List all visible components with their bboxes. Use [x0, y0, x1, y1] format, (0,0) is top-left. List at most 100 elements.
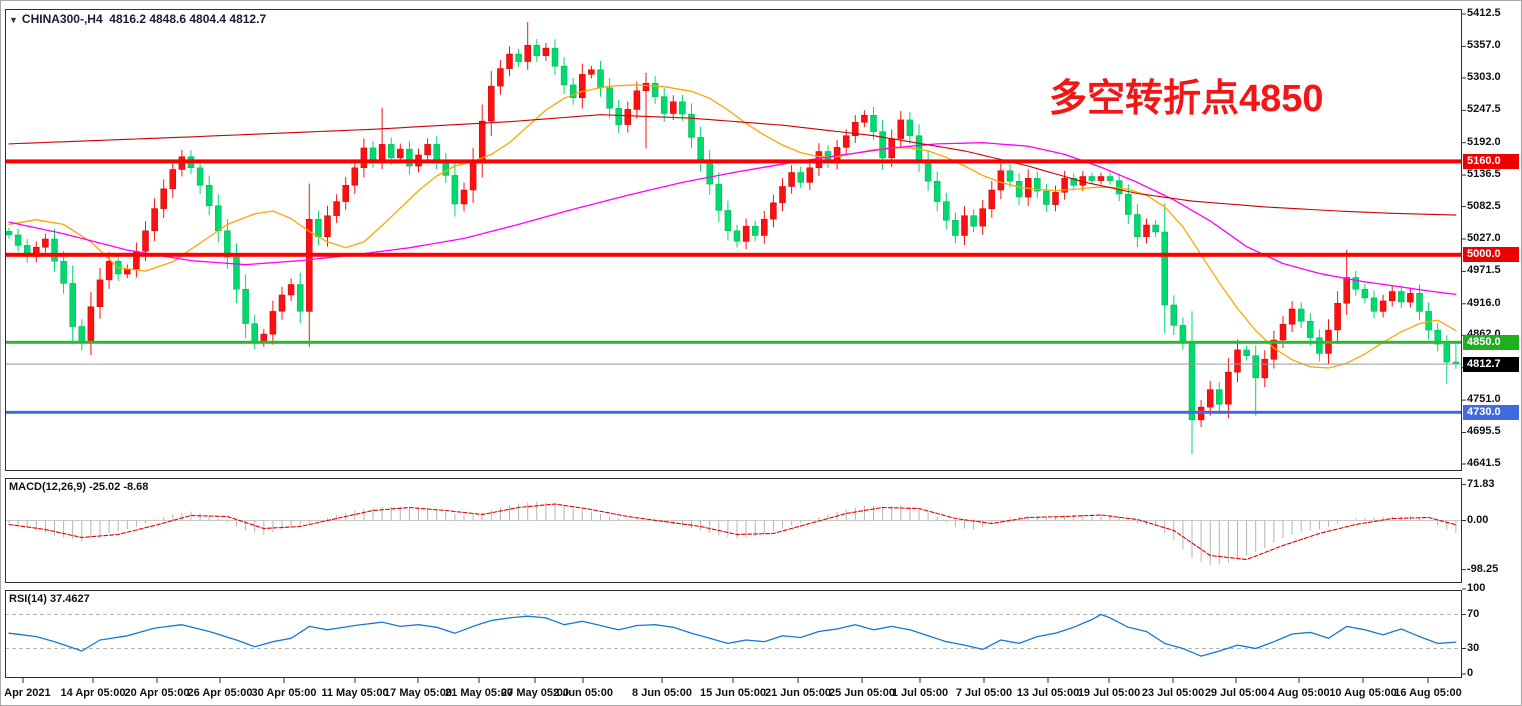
x-axis-label: 19 Jul 05:00 — [1077, 687, 1141, 699]
bear-candle — [970, 215, 977, 227]
bear-candle — [1216, 389, 1223, 405]
price-level-line-5000.0[interactable] — [5, 252, 1462, 257]
bull-candle — [842, 135, 850, 148]
bear-candle — [296, 284, 304, 312]
bull-candle — [988, 189, 996, 209]
rsi-indicator-label: RSI(14) 37.4627 — [9, 593, 90, 605]
bear-candle — [1125, 193, 1132, 215]
bear-candle — [1152, 224, 1159, 233]
ma-long-darkred — [8, 114, 1457, 216]
symbol-dropdown-icon[interactable]: ▼ — [9, 15, 18, 25]
bear-candle — [1070, 178, 1077, 186]
bull-candle — [160, 188, 167, 209]
pane-splitter[interactable] — [5, 583, 1462, 590]
bear-candle — [51, 238, 58, 262]
y-axis-label: 4641.5 — [1467, 457, 1501, 469]
price-level-line-4850.0[interactable] — [5, 340, 1462, 344]
y-axis-label: 4751.0 — [1467, 393, 1501, 406]
x-axis-label: 26 Apr 05:00 — [187, 687, 253, 699]
pane-splitter[interactable] — [5, 471, 1462, 478]
bull-candle — [524, 44, 531, 62]
bear-candle — [224, 230, 231, 258]
bull-candle — [1097, 176, 1105, 181]
bear-candle — [1106, 176, 1114, 181]
x-axis-label: 16 Aug 05:00 — [1394, 687, 1462, 699]
bull-candle — [670, 101, 677, 114]
bull-candle — [788, 172, 795, 187]
price-level-line-4730.0[interactable] — [5, 410, 1462, 414]
bear-candle — [706, 160, 713, 185]
bull-candle — [1279, 323, 1287, 341]
x-axis-label: 25 Jun 05:00 — [828, 687, 896, 699]
bull-candle — [997, 170, 1005, 191]
x-axis-label: 30 Apr 05:00 — [251, 687, 317, 699]
bull-candle — [633, 90, 641, 110]
bull-candle — [1379, 300, 1387, 312]
bear-candle — [1243, 349, 1250, 356]
price-level-line-5160.0[interactable] — [5, 159, 1462, 164]
y-axis-label: 5412.5 — [1467, 7, 1501, 19]
bear-candle — [515, 53, 522, 62]
bull-candle — [588, 69, 595, 75]
bear-candle — [924, 160, 932, 182]
bull-candle — [1061, 178, 1068, 193]
bull-candle — [624, 109, 632, 125]
bear-candle — [1088, 176, 1096, 181]
bear-candle — [315, 218, 322, 237]
symbol-name: CHINA300-,H4 — [21, 12, 103, 26]
bull-candle — [360, 147, 368, 168]
rsi-axis-label: 0 — [1467, 667, 1474, 679]
symbol-quotes: 4816.2 4848.6 4804.4 4812.7 — [109, 12, 267, 26]
y-axis-label: 4916.0 — [1467, 296, 1501, 309]
bear-candle — [1161, 231, 1168, 306]
macd-signal-line — [8, 503, 1457, 561]
x-axis-label: 27 May 05:00 — [501, 687, 569, 699]
bull-candle — [397, 148, 404, 159]
bear-candle — [233, 256, 240, 290]
bull-candle — [1343, 277, 1350, 304]
bear-candle — [1316, 337, 1323, 354]
rsi-line — [8, 613, 1457, 657]
bull-candle — [378, 144, 386, 161]
bear-candle — [1307, 321, 1314, 338]
x-axis-label: 15 Jun 05:00 — [699, 687, 767, 699]
bull-candle — [151, 208, 158, 232]
bull-candle — [542, 47, 550, 56]
bear-candle — [5, 231, 13, 236]
bear-candle — [933, 180, 941, 202]
macd-indicator-label: MACD(12,26,9) -25.02 -8.68 — [9, 481, 149, 493]
y-axis-label: 5357.0 — [1467, 39, 1501, 52]
x-axis-label: 11 May 05:00 — [321, 687, 389, 699]
bear-candle — [196, 167, 204, 186]
bear-candle — [597, 69, 604, 89]
bear-candle — [14, 234, 22, 246]
bull-candle — [861, 115, 868, 123]
y-axis-label: 5027.0 — [1467, 232, 1501, 244]
bear-candle — [1416, 293, 1423, 312]
bear-candle — [1252, 355, 1259, 379]
bear-candle — [1297, 308, 1305, 322]
x-axis-label: 13 Jul 05:00 — [1016, 687, 1080, 699]
bear-candle — [1134, 214, 1141, 237]
ma-slow-magenta — [8, 142, 1457, 296]
bull-candle — [642, 82, 650, 92]
bear-candle — [1398, 291, 1405, 303]
bull-candle — [333, 201, 340, 216]
x-axis-label: 21 May 05:00 — [445, 687, 513, 699]
rsi-axis-label: 70 — [1467, 607, 1480, 620]
symbol-header: ▼ CHINA300-,H4 4816.2 4848.6 4804.4 4812.… — [9, 12, 266, 26]
x-axis-label: 23 Jul 05:00 — [1141, 687, 1205, 699]
bull-candle — [324, 215, 331, 237]
price-level-line-4812.7[interactable] — [5, 363, 1462, 365]
bear-candle — [1443, 343, 1451, 363]
bear-candle — [688, 113, 695, 138]
bull-candle — [142, 230, 149, 252]
x-axis-label: 17 May 05:00 — [384, 687, 452, 699]
bull-candle — [469, 160, 477, 191]
bear-candle — [60, 260, 67, 284]
bear-candle — [569, 84, 577, 98]
bear-candle — [606, 87, 613, 109]
bear-candle — [615, 108, 622, 125]
bull-candle — [897, 119, 905, 139]
